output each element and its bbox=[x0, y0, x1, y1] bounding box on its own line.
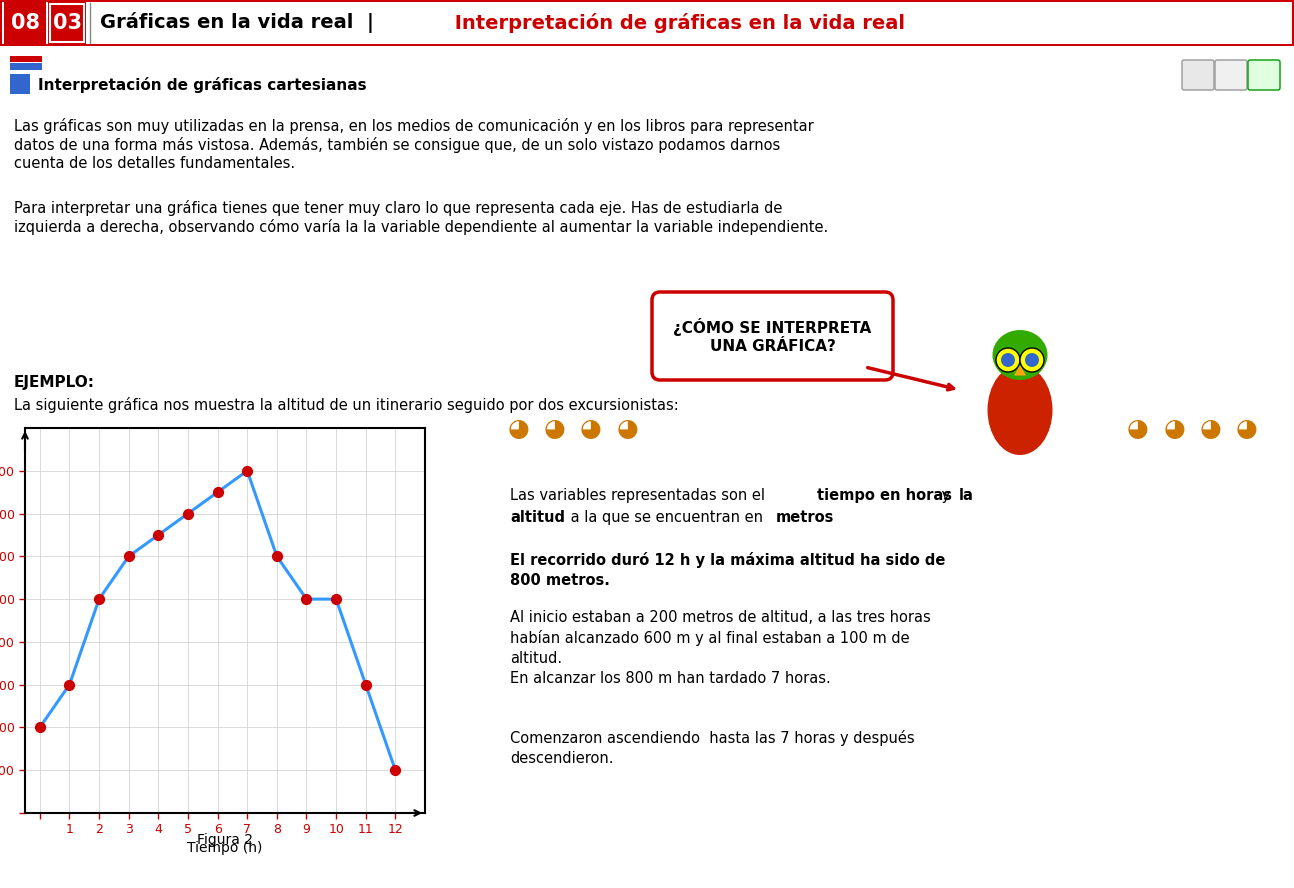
Circle shape bbox=[996, 348, 1020, 372]
Text: Figura 2: Figura 2 bbox=[197, 833, 254, 846]
Text: Gráficas en la vida real  |: Gráficas en la vida real | bbox=[100, 12, 374, 34]
Text: Interpretación de gráficas en la vida real: Interpretación de gráficas en la vida re… bbox=[448, 13, 905, 33]
Ellipse shape bbox=[987, 365, 1052, 455]
Point bbox=[386, 763, 406, 777]
Point bbox=[30, 720, 50, 734]
Point bbox=[296, 592, 317, 607]
Bar bbox=[10, 63, 41, 70]
FancyBboxPatch shape bbox=[1181, 60, 1214, 90]
Ellipse shape bbox=[992, 330, 1048, 380]
Point bbox=[118, 550, 138, 564]
Circle shape bbox=[1025, 353, 1039, 367]
Text: Para interpretar una gráfica tienes que tener muy claro lo que representa cada e: Para interpretar una gráfica tienes que … bbox=[14, 200, 783, 216]
Point bbox=[148, 527, 168, 542]
Text: tiempo en horas: tiempo en horas bbox=[817, 488, 952, 503]
Text: El recorrido duró 12 h y la máxima altitud ha sido de
800 metros.: El recorrido duró 12 h y la máxima altit… bbox=[510, 552, 946, 588]
Text: ◕: ◕ bbox=[1163, 417, 1185, 441]
Text: Las gráficas son muy utilizadas en la prensa, en los medios de comunicación y en: Las gráficas son muy utilizadas en la pr… bbox=[14, 118, 814, 134]
Point bbox=[60, 678, 80, 692]
Bar bbox=[10, 74, 30, 94]
Point bbox=[326, 592, 347, 607]
Point bbox=[207, 485, 228, 499]
Text: La siguiente gráfica nos muestra la altitud de un itinerario seguido por dos exc: La siguiente gráfica nos muestra la alti… bbox=[14, 397, 679, 413]
Bar bbox=[0, 0, 1294, 46]
FancyBboxPatch shape bbox=[652, 292, 893, 380]
Text: Al inicio estaban a 200 metros de altitud, a las tres horas
habían alcanzado 600: Al inicio estaban a 200 metros de altitu… bbox=[510, 610, 930, 686]
Text: ◕: ◕ bbox=[507, 417, 529, 441]
Point bbox=[177, 506, 198, 520]
Text: 08: 08 bbox=[10, 13, 40, 33]
Text: izquierda a derecha, observando cómo varía la la variable dependiente al aumenta: izquierda a derecha, observando cómo var… bbox=[14, 219, 828, 235]
Point bbox=[267, 550, 287, 564]
Text: y: y bbox=[937, 488, 955, 503]
Text: ¿CÓMO SE INTERPRETA
UNA GRÁFICA?: ¿CÓMO SE INTERPRETA UNA GRÁFICA? bbox=[673, 318, 872, 353]
Text: ◕: ◕ bbox=[1236, 417, 1258, 441]
Text: 03: 03 bbox=[53, 13, 82, 33]
Text: .: . bbox=[826, 510, 831, 525]
Text: EJEMPLO:: EJEMPLO: bbox=[14, 375, 94, 390]
FancyBboxPatch shape bbox=[1215, 60, 1247, 90]
Text: cuenta de los detalles fundamentales.: cuenta de los detalles fundamentales. bbox=[14, 156, 295, 171]
Bar bbox=[10, 56, 41, 62]
Text: Las variables representadas son el: Las variables representadas son el bbox=[510, 488, 770, 503]
Circle shape bbox=[1020, 348, 1044, 372]
Point bbox=[237, 464, 258, 478]
Text: la: la bbox=[959, 488, 974, 503]
X-axis label: Tiempo (h): Tiempo (h) bbox=[188, 841, 263, 854]
Bar bbox=[3, 2, 1291, 44]
Text: altitud: altitud bbox=[510, 510, 565, 525]
Text: metros: metros bbox=[776, 510, 835, 525]
Point bbox=[356, 678, 377, 692]
Bar bbox=[4, 2, 47, 44]
FancyBboxPatch shape bbox=[1247, 60, 1280, 90]
Text: ◕: ◕ bbox=[580, 417, 602, 441]
Text: Interpretación de gráficas cartesianas: Interpretación de gráficas cartesianas bbox=[38, 77, 366, 93]
Text: datos de una forma más vistosa. Además, también se consigue que, de un solo vist: datos de una forma más vistosa. Además, … bbox=[14, 137, 780, 153]
Text: a la que se encuentran en: a la que se encuentran en bbox=[565, 510, 767, 525]
Text: ◕: ◕ bbox=[1200, 417, 1222, 441]
Text: Comenzaron ascendiendo  hasta las 7 horas y después
descendieron.: Comenzaron ascendiendo hasta las 7 horas… bbox=[510, 730, 915, 765]
Text: ◕: ◕ bbox=[1127, 417, 1149, 441]
Text: ◕: ◕ bbox=[616, 417, 638, 441]
Point bbox=[89, 592, 110, 607]
Circle shape bbox=[1002, 353, 1014, 367]
Text: ◕: ◕ bbox=[543, 417, 565, 441]
Bar bbox=[48, 2, 85, 44]
Bar bbox=[50, 4, 84, 42]
